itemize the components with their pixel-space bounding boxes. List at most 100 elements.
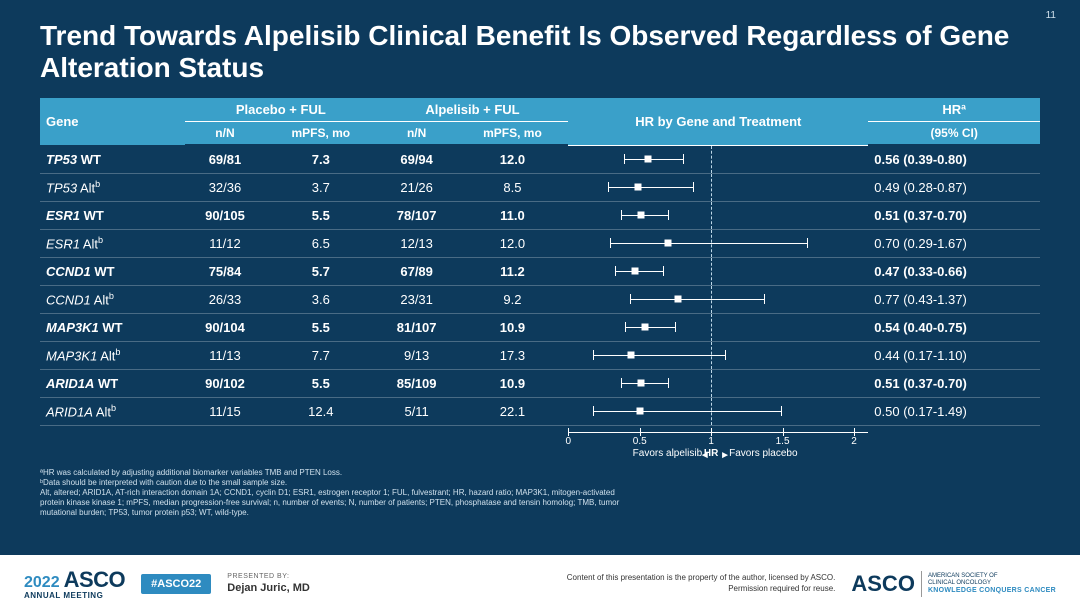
asco-word-right: ASCO bbox=[851, 571, 922, 597]
value-cell: 26/33 bbox=[185, 285, 265, 313]
value-cell: 5.5 bbox=[265, 201, 377, 229]
hr-cell: 0.56 (0.39-0.80) bbox=[868, 145, 1040, 173]
forest-cell bbox=[568, 285, 868, 313]
forest-axis: 00.511.52Favors alpelisib◄HR►Favors plac… bbox=[568, 425, 868, 462]
value-cell: 11/12 bbox=[185, 229, 265, 257]
table-row: ESR1 Altb11/126.512/1312.0 0.70 (0.29-1.6… bbox=[40, 229, 1040, 257]
footer-year: 2022 bbox=[24, 574, 60, 592]
axis-row: 00.511.52Favors alpelisib◄HR►Favors plac… bbox=[40, 425, 1040, 462]
table-row: TP53 WT69/817.369/9412.0 0.56 (0.39-0.80) bbox=[40, 145, 1040, 173]
value-cell: 9.2 bbox=[457, 285, 569, 313]
footnotes: ªHR was calculated by adjusting addition… bbox=[40, 468, 640, 518]
value-cell: 12/13 bbox=[377, 229, 457, 257]
table-row: CCND1 Altb26/333.623/319.20.77 (0.43-1.3… bbox=[40, 285, 1040, 313]
value-cell: 22.1 bbox=[457, 397, 569, 425]
footnote-line: ᵇData should be interpreted with caution… bbox=[40, 478, 640, 488]
value-cell: 6.5 bbox=[265, 229, 377, 257]
table-row: ESR1 WT90/1055.578/10711.0 0.51 (0.37-0.7… bbox=[40, 201, 1040, 229]
col-a-nn: n/N bbox=[377, 122, 457, 146]
value-cell: 90/102 bbox=[185, 369, 265, 397]
value-cell: 11.2 bbox=[457, 257, 569, 285]
slide-title: Trend Towards Alpelisib Clinical Benefit… bbox=[40, 20, 1040, 84]
page-number: 11 bbox=[1046, 10, 1056, 21]
gene-cell: ARID1A WT bbox=[40, 369, 185, 397]
table-row: MAP3K1 Altb11/137.79/1317.3 0.44 (0.17-1.… bbox=[40, 341, 1040, 369]
forest-cell bbox=[568, 229, 868, 257]
value-cell: 81/107 bbox=[377, 313, 457, 341]
presenter-name: Dejan Juric, MD bbox=[227, 581, 310, 595]
value-cell: 3.7 bbox=[265, 173, 377, 201]
value-cell: 5.5 bbox=[265, 313, 377, 341]
hr-cell: 0.49 (0.28-0.87) bbox=[868, 173, 1040, 201]
value-cell: 10.9 bbox=[457, 313, 569, 341]
col-p-nn: n/N bbox=[185, 122, 265, 146]
value-cell: 10.9 bbox=[457, 369, 569, 397]
value-cell: 90/104 bbox=[185, 313, 265, 341]
forest-cell bbox=[568, 173, 868, 201]
table-row: CCND1 WT75/845.767/8911.20.47 (0.33-0.66… bbox=[40, 257, 1040, 285]
value-cell: 85/109 bbox=[377, 369, 457, 397]
hr-cell: 0.70 (0.29-1.67) bbox=[868, 229, 1040, 257]
slide-body: 11 Trend Towards Alpelisib Clinical Bene… bbox=[0, 0, 1080, 555]
col-placebo: Placebo + FUL bbox=[185, 98, 377, 122]
value-cell: 90/105 bbox=[185, 201, 265, 229]
table-row: ARID1A Altb11/1512.45/1122.10.50 (0.17-1… bbox=[40, 397, 1040, 425]
forest-cell bbox=[568, 201, 868, 229]
forest-cell bbox=[568, 341, 868, 369]
forest-cell bbox=[568, 145, 868, 173]
value-cell: 11/13 bbox=[185, 341, 265, 369]
hr-cell: 0.54 (0.40-0.75) bbox=[868, 313, 1040, 341]
footer: 2022 ASCO ANNUAL MEETING #ASCO22 PRESENT… bbox=[0, 555, 1080, 612]
table-row: MAP3K1 WT90/1045.581/10710.90.54 (0.40-0… bbox=[40, 313, 1040, 341]
value-cell: 67/89 bbox=[377, 257, 457, 285]
value-cell: 11.0 bbox=[457, 201, 569, 229]
col-a-mpfs: mPFS, mo bbox=[457, 122, 569, 146]
value-cell: 12.0 bbox=[457, 229, 569, 257]
value-cell: 69/94 bbox=[377, 145, 457, 173]
gene-cell: CCND1 Altb bbox=[40, 285, 185, 313]
presented-by-label: PRESENTED BY: bbox=[227, 572, 310, 581]
footer-asco: ASCO bbox=[64, 567, 126, 593]
asco-org-logo: ASCO AMERICAN SOCIETY OF CLINICAL ONCOLO… bbox=[851, 571, 1056, 597]
value-cell: 7.3 bbox=[265, 145, 377, 173]
forest-cell bbox=[568, 397, 868, 425]
value-cell: 75/84 bbox=[185, 257, 265, 285]
value-cell: 5/11 bbox=[377, 397, 457, 425]
gene-cell: TP53 WT bbox=[40, 145, 185, 173]
footnote-line: Alt, altered; ARID1A, AT-rich interactio… bbox=[40, 488, 640, 518]
asco-org1: AMERICAN SOCIETY OF bbox=[928, 573, 1056, 580]
asco-meeting-logo: 2022 ASCO ANNUAL MEETING bbox=[24, 567, 125, 600]
value-cell: 12.0 bbox=[457, 145, 569, 173]
col-hr: HRª bbox=[868, 98, 1040, 122]
asco-tagline: KNOWLEDGE CONQUERS CANCER bbox=[928, 587, 1056, 594]
table-row: TP53 Altb32/363.721/268.50.49 (0.28-0.87… bbox=[40, 173, 1040, 201]
value-cell: 69/81 bbox=[185, 145, 265, 173]
col-ci: (95% CI) bbox=[868, 122, 1040, 146]
forest-table: Gene Placebo + FUL Alpelisib + FUL HR by… bbox=[40, 98, 1040, 462]
value-cell: 23/31 bbox=[377, 285, 457, 313]
col-forest: HR by Gene and Treatment bbox=[568, 98, 868, 145]
value-cell: 8.5 bbox=[457, 173, 569, 201]
hr-cell: 0.77 (0.43-1.37) bbox=[868, 285, 1040, 313]
forest-cell bbox=[568, 257, 868, 285]
value-cell: 5.5 bbox=[265, 369, 377, 397]
value-cell: 12.4 bbox=[265, 397, 377, 425]
value-cell: 7.7 bbox=[265, 341, 377, 369]
hr-cell: 0.44 (0.17-1.10) bbox=[868, 341, 1040, 369]
gene-cell: ESR1 Altb bbox=[40, 229, 185, 257]
hr-cell: 0.51 (0.37-0.70) bbox=[868, 369, 1040, 397]
value-cell: 78/107 bbox=[377, 201, 457, 229]
hr-cell: 0.50 (0.17-1.49) bbox=[868, 397, 1040, 425]
col-p-mpfs: mPFS, mo bbox=[265, 122, 377, 146]
gene-cell: ESR1 WT bbox=[40, 201, 185, 229]
value-cell: 17.3 bbox=[457, 341, 569, 369]
value-cell: 9/13 bbox=[377, 341, 457, 369]
value-cell: 21/26 bbox=[377, 173, 457, 201]
value-cell: 11/15 bbox=[185, 397, 265, 425]
forest-cell bbox=[568, 313, 868, 341]
forest-cell bbox=[568, 369, 868, 397]
presenter-block: PRESENTED BY: Dejan Juric, MD bbox=[227, 572, 310, 595]
value-cell: 32/36 bbox=[185, 173, 265, 201]
hr-cell: 0.51 (0.37-0.70) bbox=[868, 201, 1040, 229]
gene-cell: MAP3K1 Altb bbox=[40, 341, 185, 369]
